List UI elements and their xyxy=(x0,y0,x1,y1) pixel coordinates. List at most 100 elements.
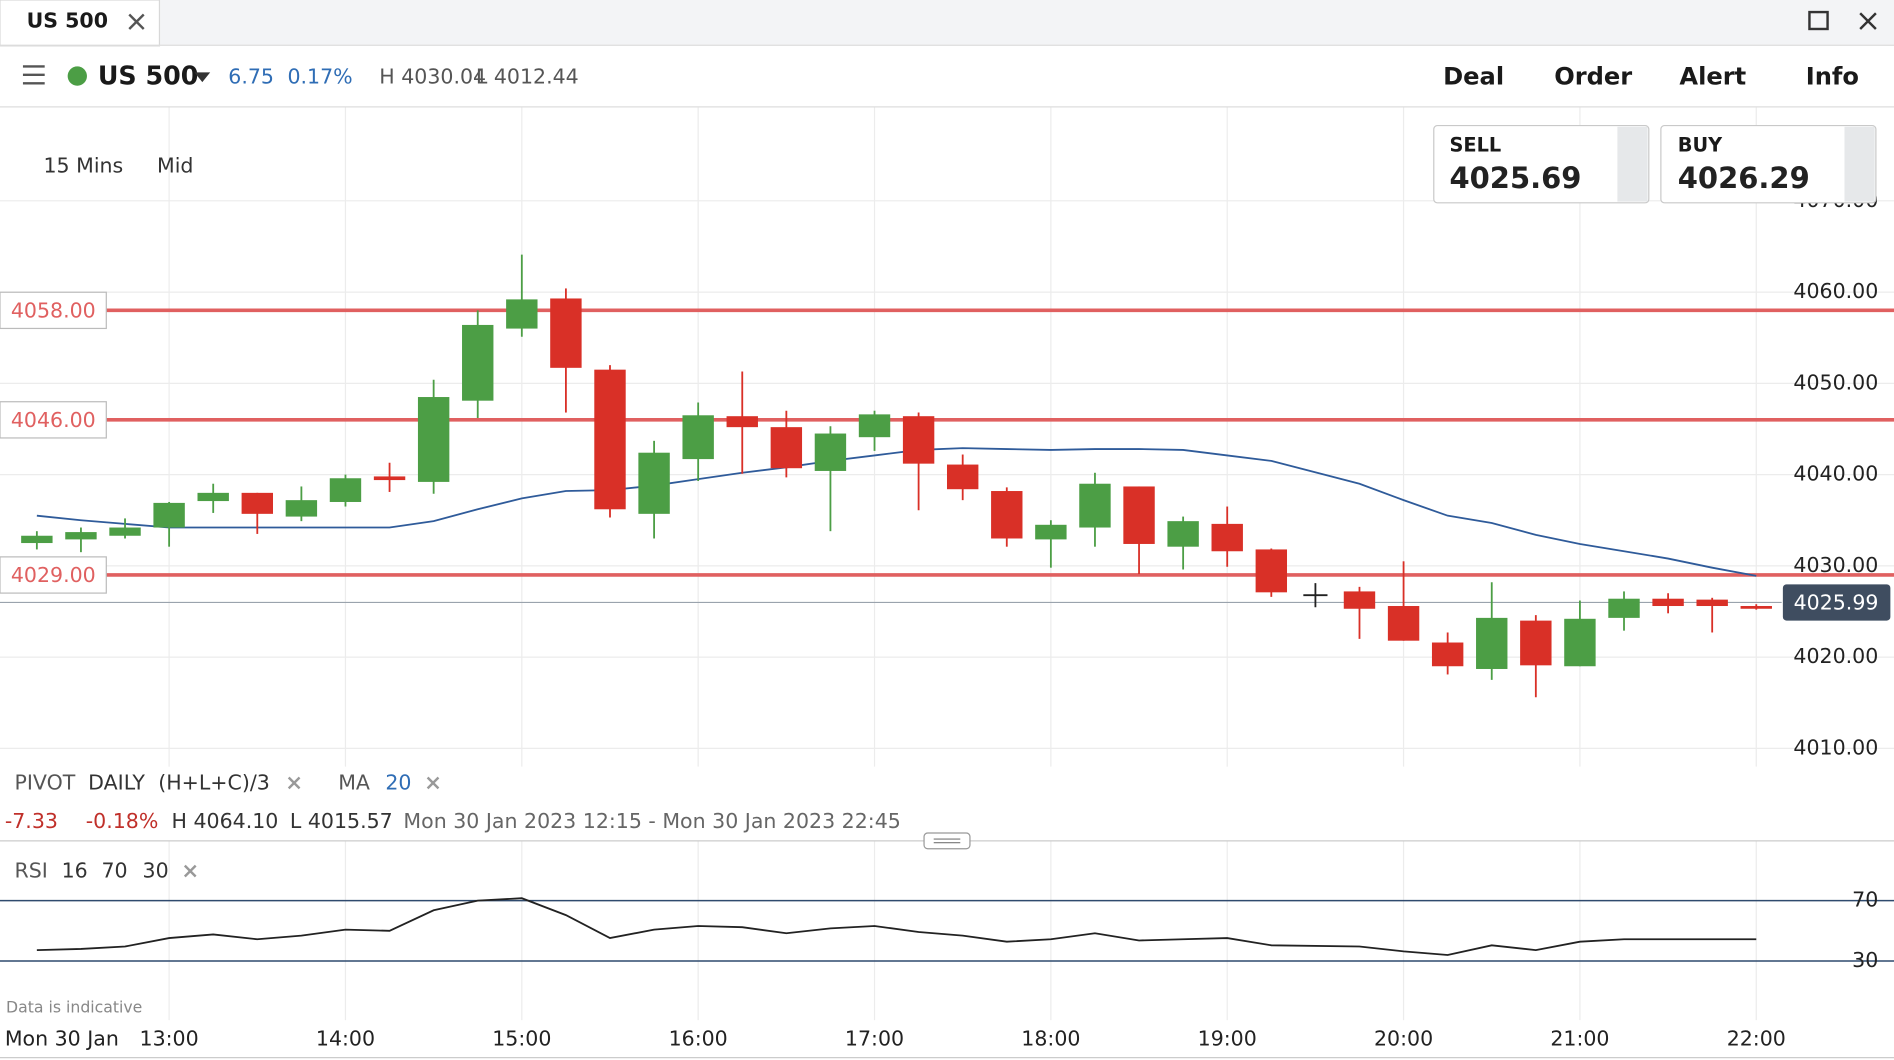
candle-body xyxy=(1123,486,1155,544)
summary-range: Mon 30 Jan 2023 12:15 - Mon 30 Jan 2023 … xyxy=(403,809,900,833)
summary-change-pct: -0.18% xyxy=(86,809,159,833)
low: L 4012.44 xyxy=(476,64,579,88)
dropdown[interactable] xyxy=(194,72,211,83)
summary-change: -7.33 xyxy=(5,809,58,833)
y-tick-label: 70 xyxy=(1852,888,1878,912)
candle-body xyxy=(417,397,450,482)
buy-button[interactable] xyxy=(1660,124,1877,204)
remove[interactable] xyxy=(287,776,301,790)
grid xyxy=(0,107,1894,1021)
rsi-lower: 30 xyxy=(143,859,169,883)
candle-body xyxy=(594,369,626,510)
x-tick-label: 16:00 xyxy=(669,1026,728,1050)
buy-price: 4026.29 xyxy=(1678,161,1810,195)
pivot-label-box xyxy=(0,291,107,330)
y-tick-label: 30 xyxy=(1852,948,1878,972)
candle-body xyxy=(1167,521,1199,547)
candle-body xyxy=(550,298,582,368)
rsi: RSI xyxy=(14,859,47,883)
high: H 4030.04 xyxy=(379,64,486,88)
remove[interactable] xyxy=(183,864,197,878)
candle-body xyxy=(638,452,670,514)
candle-body xyxy=(1652,598,1684,607)
tab[interactable] xyxy=(0,0,161,47)
pivot: PIVOT xyxy=(14,771,75,795)
candle-body xyxy=(65,532,97,540)
maximize[interactable] xyxy=(1808,10,1829,31)
action[interactable]: Info xyxy=(1806,62,1859,90)
candle-body xyxy=(1740,606,1772,609)
candle-body xyxy=(726,416,758,428)
note: Data is indicative xyxy=(6,998,142,1017)
action[interactable]: Alert xyxy=(1679,62,1746,90)
x-tick-label: 17:00 xyxy=(845,1026,904,1050)
candle-body xyxy=(462,324,494,401)
ma: MA xyxy=(338,771,370,795)
interval[interactable]: 15 Mins xyxy=(43,154,123,178)
x-tick-label: 14:00 xyxy=(316,1026,375,1050)
candle-body xyxy=(991,491,1023,539)
x-tick-label: 20:00 xyxy=(1374,1026,1433,1050)
summary-low: L 4015.57 xyxy=(290,809,393,833)
candle-body xyxy=(1079,483,1111,528)
candle-body xyxy=(1431,642,1464,667)
candle-body xyxy=(770,427,803,469)
candle-body xyxy=(1564,618,1596,667)
pivot-label: 4029.00 xyxy=(11,563,96,587)
candle-body xyxy=(902,416,935,464)
candle-body xyxy=(858,414,891,438)
pivot-label: 4058.00 xyxy=(11,299,96,323)
close[interactable] xyxy=(1859,12,1877,30)
change-pct: 0.17% xyxy=(287,64,352,88)
status-dot xyxy=(67,66,87,86)
candle-body xyxy=(946,464,979,490)
remove[interactable] xyxy=(426,776,440,790)
rsi-line xyxy=(36,897,1757,956)
pivot-label: 4046.00 xyxy=(11,408,96,432)
candle-body xyxy=(1520,620,1552,666)
candle-body xyxy=(1035,524,1067,540)
x-tick-label: 21:00 xyxy=(1550,1026,1609,1050)
action[interactable]: Deal xyxy=(1443,62,1504,90)
y-tick-label: 4060.00 xyxy=(1793,279,1878,303)
candle-body xyxy=(109,527,141,536)
tab-close[interactable] xyxy=(128,13,145,30)
x-tick-label: 19:00 xyxy=(1198,1026,1257,1050)
candle-body xyxy=(1255,549,1288,593)
price-type[interactable]: Mid xyxy=(157,154,193,178)
last-price-box xyxy=(1782,584,1891,621)
grip xyxy=(933,838,961,844)
tab-title: US 500 xyxy=(27,9,108,33)
plot: 4010.00 4020.00 4030.00 4040.00 4050.00 4060.… xyxy=(0,188,1894,972)
action[interactable]: Order xyxy=(1554,62,1632,90)
ma-line xyxy=(36,447,1757,577)
candle-body xyxy=(153,502,185,528)
y-tick-label: 4030.00 xyxy=(1793,553,1878,577)
pivot-label-box xyxy=(0,556,107,594)
y-tick-label: 4050.00 xyxy=(1793,370,1878,394)
buy-label: BUY xyxy=(1678,134,1723,157)
candle-body xyxy=(1211,523,1243,552)
sell-button[interactable] xyxy=(1433,124,1650,204)
x-tick-label: 18:00 xyxy=(1021,1026,1080,1050)
rsi-period: 16 xyxy=(62,859,88,883)
resize-handle[interactable] xyxy=(923,832,971,850)
candle-body xyxy=(682,415,714,460)
menu[interactable] xyxy=(22,65,45,85)
x-tick-label: 15:00 xyxy=(492,1026,551,1050)
crosshair xyxy=(1303,583,1328,608)
last-price-label: 4025.99 xyxy=(1794,591,1879,615)
y-tick-label: 4040.00 xyxy=(1793,462,1878,486)
instrument[interactable]: US 500 xyxy=(98,60,199,90)
candle-body xyxy=(814,433,847,471)
candle-body xyxy=(1696,599,1728,607)
date-label: Mon 30 Jan xyxy=(5,1026,119,1050)
candle-body xyxy=(1343,591,1376,609)
change: 6.75 xyxy=(228,64,274,88)
candle-body xyxy=(1608,598,1640,618)
tab-bar xyxy=(0,0,1894,45)
candle-body xyxy=(241,492,273,514)
candle-body xyxy=(373,476,406,481)
